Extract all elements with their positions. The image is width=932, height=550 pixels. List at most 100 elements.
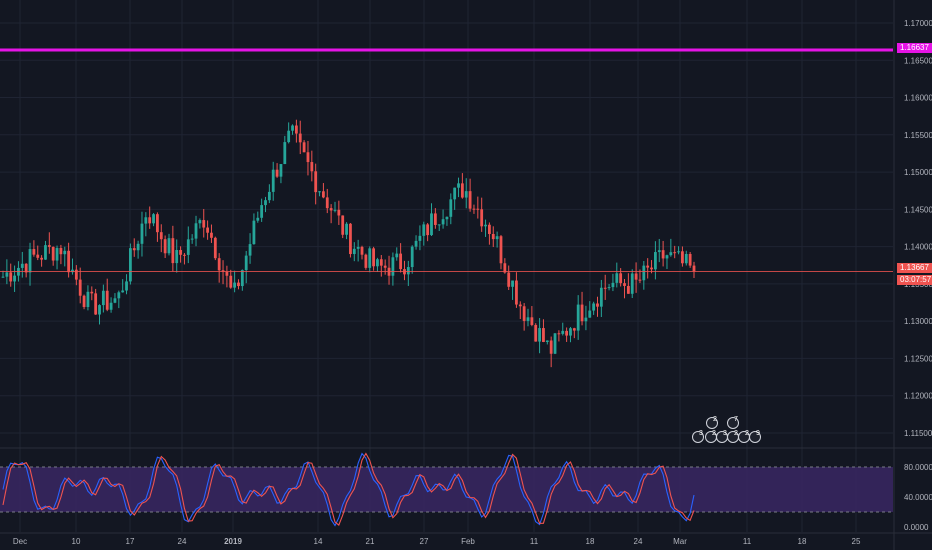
candle-body (298, 133, 302, 143)
candle-body (460, 183, 464, 198)
candle-body (491, 234, 495, 240)
candle-body (545, 340, 549, 342)
candle-body (333, 209, 337, 211)
candle-body (472, 208, 476, 210)
candle-body (376, 259, 379, 267)
candle-body (383, 265, 387, 268)
candle-body (576, 304, 580, 331)
candle-body (569, 328, 572, 336)
candle-body (40, 257, 44, 260)
candle-body (615, 273, 619, 283)
candle-body (572, 328, 576, 331)
candle-body (67, 250, 71, 273)
candle-body (356, 246, 360, 249)
candle-body (175, 250, 179, 264)
candle-body (271, 169, 275, 192)
price-tick-label: 1.12000 (904, 392, 932, 401)
event-marker (692, 431, 704, 443)
candle-body (646, 265, 650, 268)
candle-body (291, 125, 294, 131)
candle-body (20, 263, 24, 268)
candle-body (194, 223, 198, 239)
candle-body (105, 290, 109, 310)
candle-body (128, 248, 132, 282)
time-tick-label: 18 (798, 537, 807, 546)
candle-body (553, 333, 557, 354)
event-count: 3 (723, 430, 727, 437)
candle-body (294, 125, 298, 134)
event-count: 3 (699, 430, 703, 437)
candle-body (171, 238, 175, 264)
candle-body (681, 251, 684, 264)
candle-body (217, 258, 221, 271)
candle-body (167, 238, 171, 254)
candle-body (267, 191, 271, 201)
stoch-tick-label: 40.0000 (904, 493, 932, 502)
candle-body (453, 187, 457, 200)
candle-body (13, 275, 16, 282)
time-tick-label: 11 (743, 537, 752, 546)
candle-body (538, 328, 541, 342)
candle-body (480, 209, 484, 227)
candle-body (44, 245, 47, 260)
candle-body (121, 290, 125, 293)
candle-body (252, 220, 256, 245)
candle-body (488, 224, 491, 235)
candle-body (306, 152, 310, 163)
grid (0, 0, 893, 532)
candle-body (5, 272, 9, 277)
candle-body (522, 306, 526, 321)
candle-body (433, 213, 437, 225)
time-tick-label: Feb (461, 537, 475, 546)
candle-body (599, 287, 603, 307)
candle-body (310, 162, 314, 172)
time-tick-label: 11 (530, 537, 539, 546)
candle-body (341, 215, 345, 235)
candle-body (495, 236, 499, 240)
candle-body (360, 246, 364, 255)
candle-body (549, 340, 553, 354)
candle-body (634, 273, 638, 280)
event-count: 7 (734, 416, 738, 423)
candle-body (638, 279, 642, 281)
time-tick-label: 17 (126, 537, 135, 546)
candle-body (55, 248, 59, 261)
candle-body (464, 191, 468, 198)
candle-body (515, 280, 518, 305)
resistance-price-tag: 1.16637 (897, 43, 932, 53)
time-tick-label: 14 (314, 537, 323, 546)
candle-body (688, 254, 692, 266)
event-marker (749, 431, 761, 443)
candle-body (101, 290, 105, 306)
candle-body (82, 295, 86, 307)
candle-body (484, 224, 487, 227)
candle-body (665, 255, 669, 259)
candle-body (592, 303, 596, 311)
candle-body (395, 253, 399, 258)
price-tick-label: 1.11500 (904, 429, 932, 438)
candle-body (287, 130, 291, 143)
candle-body (692, 265, 696, 272)
candle-body (325, 197, 329, 209)
price-tick-label: 1.12500 (904, 354, 932, 363)
candle-body (437, 224, 441, 226)
candle-body (240, 270, 244, 287)
candle-body (626, 285, 630, 294)
candle-body (9, 272, 13, 282)
candle-body (260, 205, 264, 218)
event-count: 2 (734, 430, 738, 437)
candle-body (426, 224, 430, 236)
candle-body (186, 239, 190, 255)
candle-body (349, 223, 352, 255)
candle-body (684, 254, 688, 264)
candle-body (144, 217, 148, 224)
stoch-d-line (2, 452, 695, 527)
candle-body (619, 273, 623, 284)
time-tick-label: Dec (13, 537, 27, 546)
candle-body (140, 223, 144, 244)
candle-body (125, 281, 128, 291)
price-tick-label: 1.16500 (904, 56, 932, 65)
event-marker (706, 417, 718, 429)
